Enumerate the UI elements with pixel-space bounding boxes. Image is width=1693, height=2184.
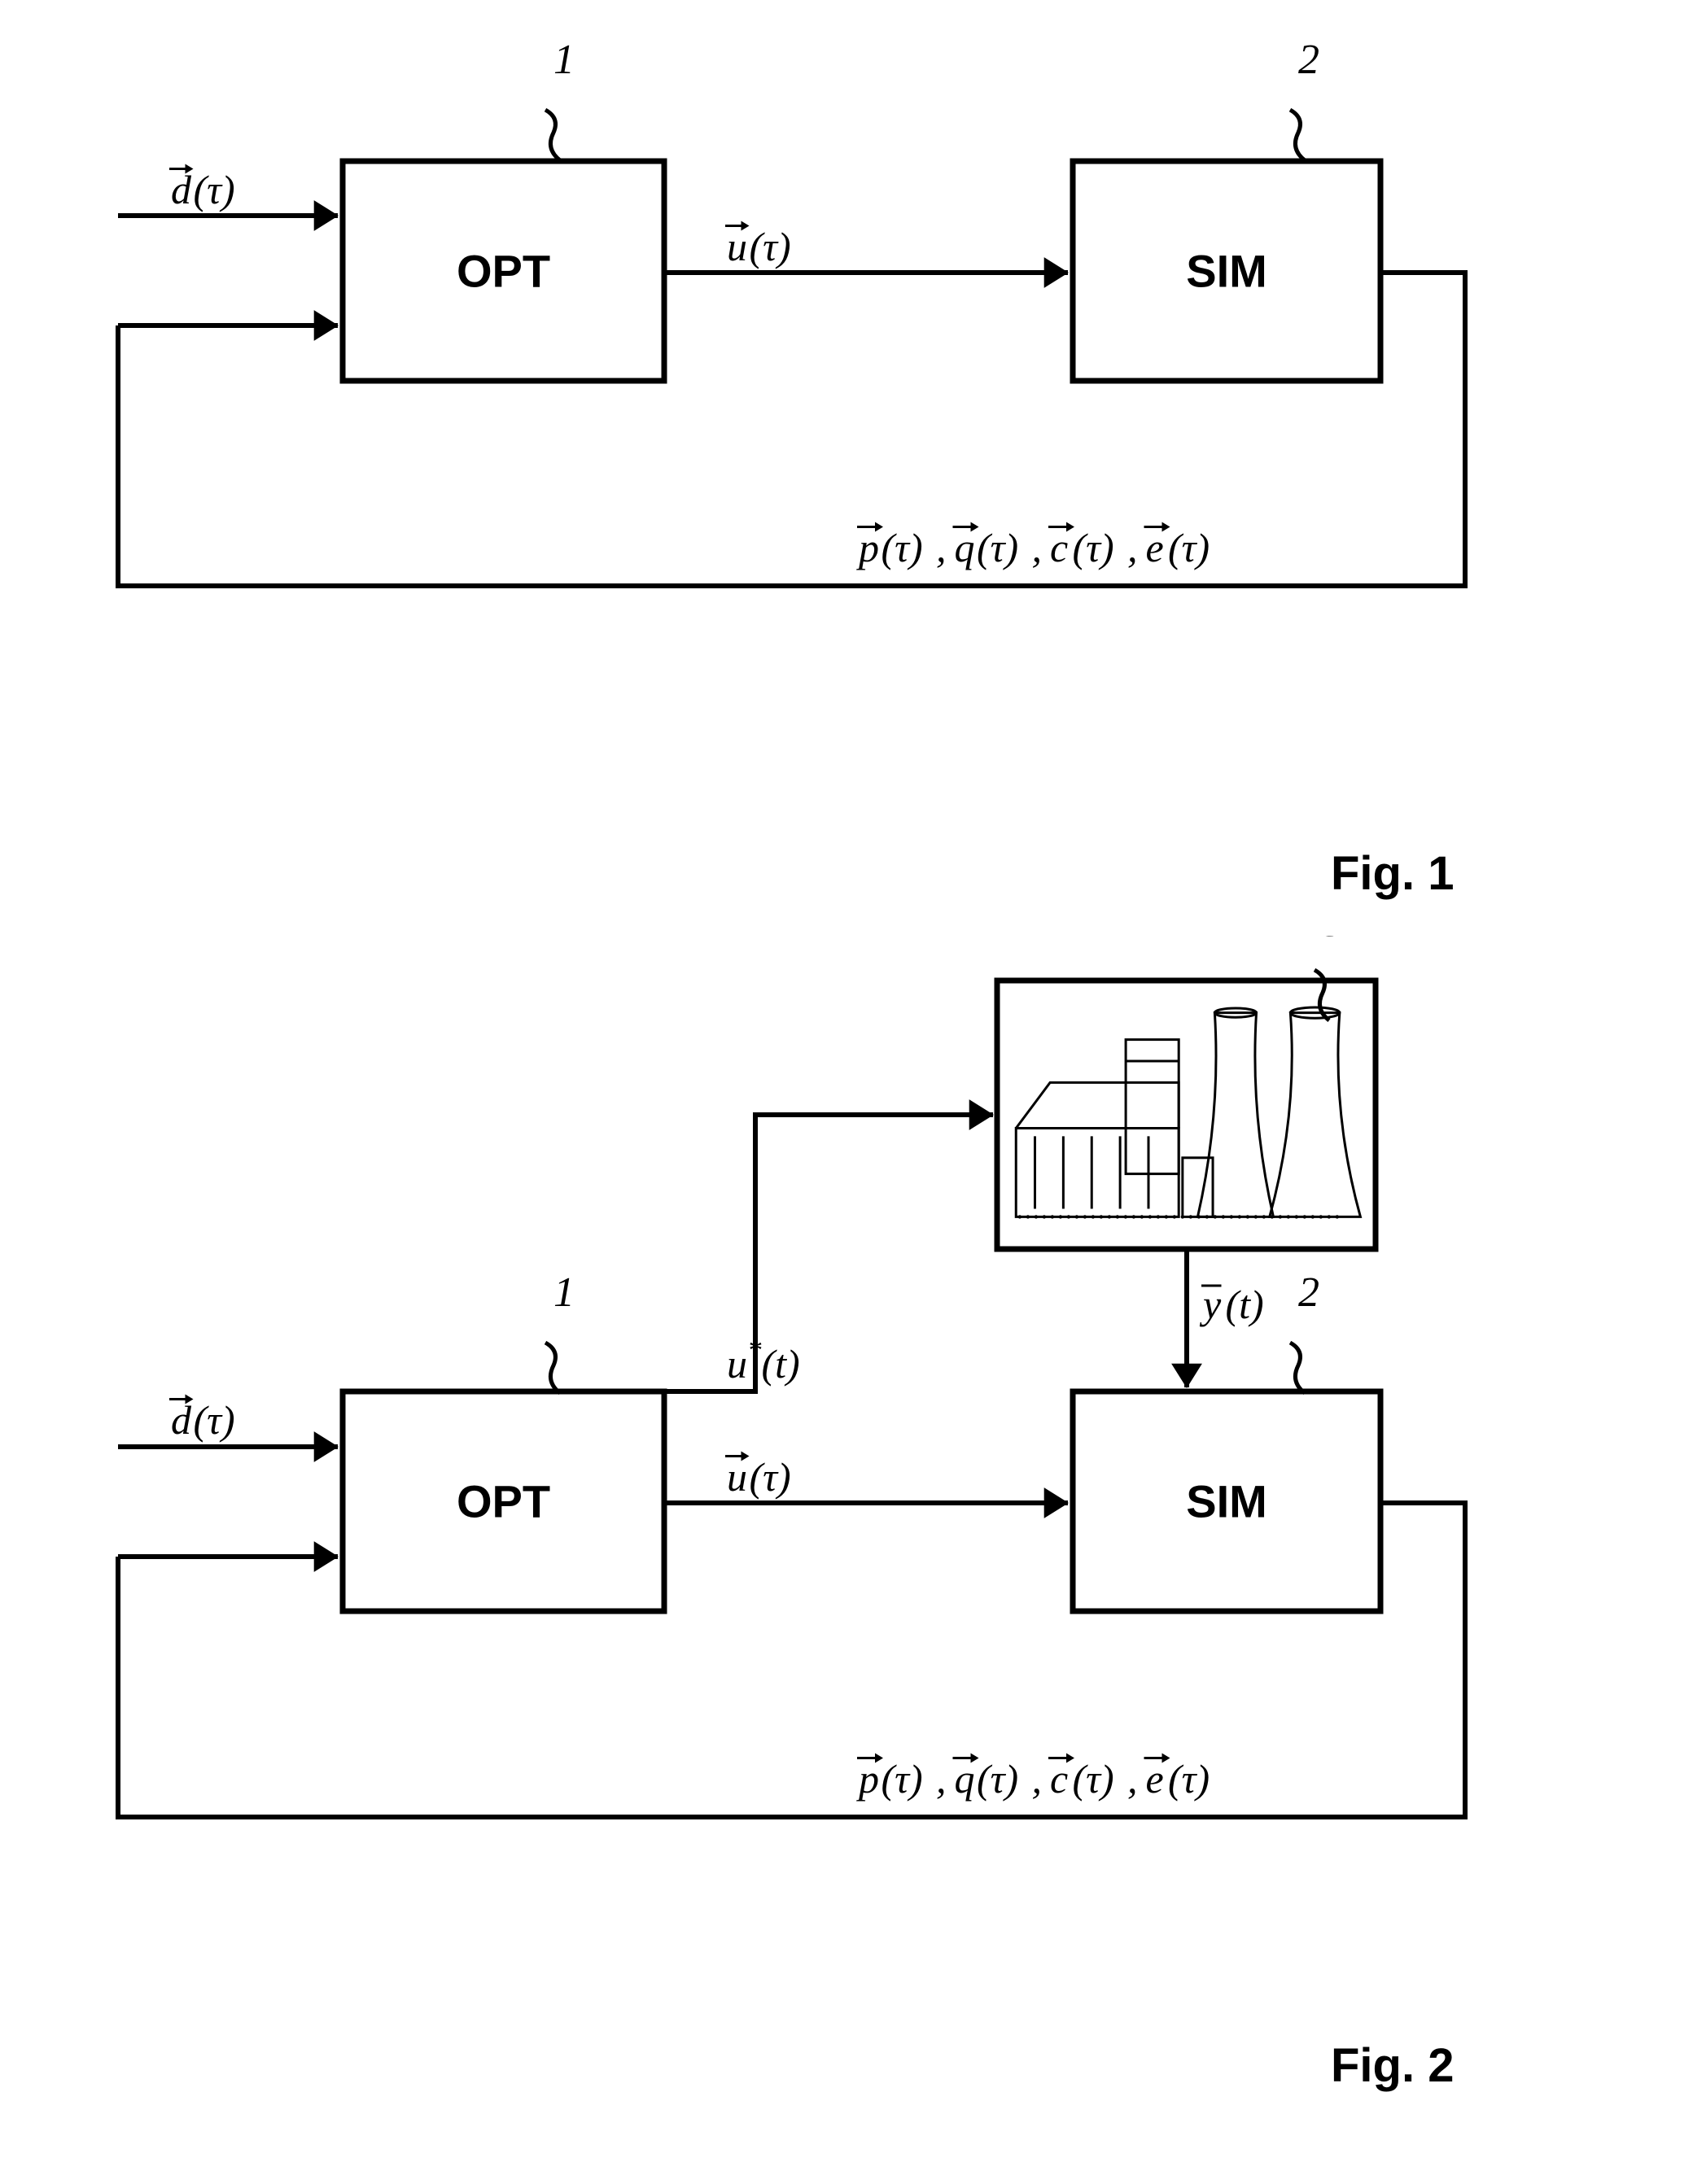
svg-text:(τ): (τ) xyxy=(1073,1756,1114,1802)
plant-ref-number: 3 xyxy=(1322,936,1344,946)
svg-text:e: e xyxy=(1146,1756,1164,1802)
opt-ref-number: 1 xyxy=(553,1269,575,1316)
svg-text:q: q xyxy=(955,525,975,570)
opt-block-label: OPT xyxy=(457,1476,550,1527)
svg-text:d: d xyxy=(171,167,192,212)
svg-text:(τ): (τ) xyxy=(1073,525,1114,570)
opt-block-label: OPT xyxy=(457,246,550,297)
svg-text:c: c xyxy=(1050,525,1068,570)
figure-2: OPT1SIM23d(τ)u(τ)u*(t)y(t)p(τ),q(τ),c(τ)… xyxy=(33,936,1660,2091)
sim-ref-number: 2 xyxy=(1298,1269,1319,1316)
svg-text:(t): (t) xyxy=(1226,1282,1264,1327)
figure-1: OPT1SIM2d(τ)u(τ)p(τ),q(τ),c(τ),e(τ) Fig.… xyxy=(33,33,1660,887)
svg-text:u: u xyxy=(727,1454,747,1500)
svg-text:q: q xyxy=(955,1756,975,1802)
opt-ref-number: 1 xyxy=(553,37,575,83)
svg-text:(τ): (τ) xyxy=(881,525,923,570)
figure-2-svg: OPT1SIM23d(τ)u(τ)u*(t)y(t)p(τ),q(τ),c(τ)… xyxy=(33,936,1660,2091)
svg-text:p: p xyxy=(856,1756,879,1802)
svg-text:,: , xyxy=(1032,1756,1043,1802)
svg-text:(τ): (τ) xyxy=(750,224,791,269)
svg-text:c: c xyxy=(1050,1756,1068,1802)
figure-1-caption: Fig. 1 xyxy=(1331,846,1454,901)
svg-text:(t): (t) xyxy=(762,1341,800,1387)
svg-text:(τ): (τ) xyxy=(750,1454,791,1500)
svg-text:*: * xyxy=(747,1334,762,1366)
svg-text:,: , xyxy=(936,525,947,570)
svg-text:(τ): (τ) xyxy=(1168,1756,1210,1802)
sim-block-label: SIM xyxy=(1186,246,1267,297)
sim-ref-number: 2 xyxy=(1298,37,1319,83)
svg-text:u: u xyxy=(727,1341,747,1387)
svg-text:(τ): (τ) xyxy=(881,1756,923,1802)
svg-text:y: y xyxy=(1199,1282,1222,1327)
svg-text:d: d xyxy=(171,1397,192,1443)
sim-block-label: SIM xyxy=(1186,1476,1267,1527)
svg-text:p: p xyxy=(856,525,879,570)
figure-2-caption: Fig. 2 xyxy=(1331,2038,1454,2093)
svg-text:(τ): (τ) xyxy=(977,1756,1018,1802)
svg-text:,: , xyxy=(1032,525,1043,570)
svg-text:u: u xyxy=(727,224,747,269)
figure-1-svg: OPT1SIM2d(τ)u(τ)p(τ),q(τ),c(τ),e(τ) xyxy=(33,33,1660,887)
svg-text:(τ): (τ) xyxy=(1168,525,1210,570)
page-container: OPT1SIM2d(τ)u(τ)p(τ),q(τ),c(τ),e(τ) Fig.… xyxy=(33,33,1660,2091)
svg-text:(τ): (τ) xyxy=(977,525,1018,570)
svg-text:,: , xyxy=(1127,525,1138,570)
svg-text:e: e xyxy=(1146,525,1164,570)
svg-text:,: , xyxy=(936,1756,947,1802)
svg-text:(τ): (τ) xyxy=(194,1397,235,1443)
svg-text:(τ): (τ) xyxy=(194,167,235,212)
svg-text:,: , xyxy=(1127,1756,1138,1802)
